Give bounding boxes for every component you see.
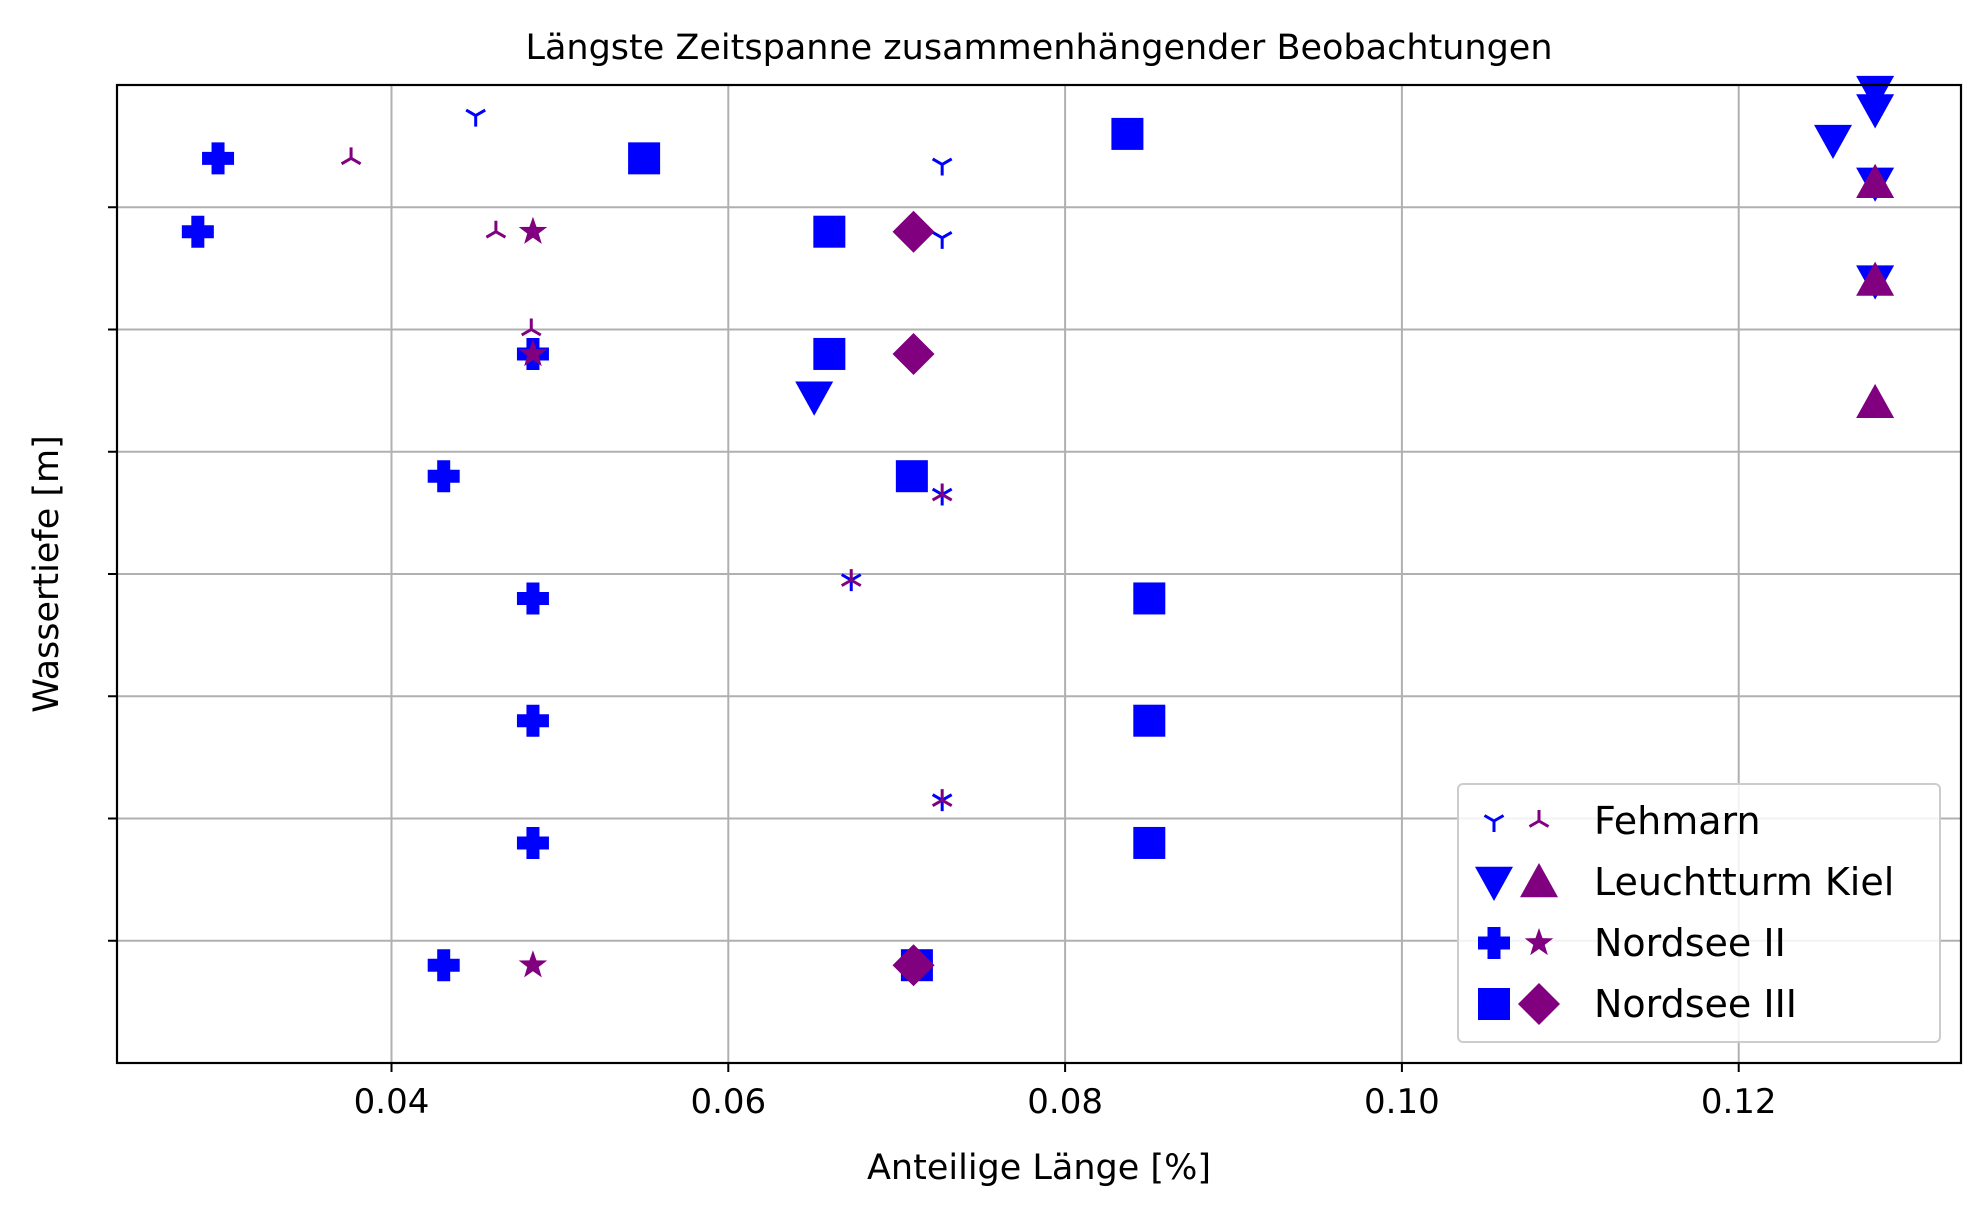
nordsee3-a-point [1133, 582, 1166, 615]
fehmarn-a-point [840, 573, 862, 592]
fehmarn-b-point [520, 318, 542, 337]
legend-marker [1478, 988, 1510, 1020]
legend-marker [1478, 927, 1510, 959]
legend-label: Nordsee II [1594, 921, 1786, 965]
nordsee2-a-point [202, 142, 235, 175]
nordsee3-a-point [813, 337, 846, 370]
fehmarn-a-point [931, 793, 953, 812]
kiel-a-point [1814, 124, 1853, 160]
fehmarn-a-point [931, 157, 953, 176]
nordsee3-a-point [1133, 826, 1166, 859]
x-tick-label: 0.10 [1364, 1082, 1440, 1122]
legend-label: Fehmarn [1594, 799, 1761, 843]
legend-label: Nordsee III [1594, 982, 1797, 1026]
nordsee3-b-point [892, 944, 935, 987]
legend-marker [1528, 810, 1550, 828]
legend-marker [1475, 866, 1513, 901]
nordsee2-b-point [518, 216, 548, 244]
legend-marker [1520, 863, 1558, 898]
x-tick-label: 0.06 [690, 1082, 766, 1122]
nordsee2-a-point [516, 826, 549, 859]
nordsee2-b-point [518, 950, 548, 978]
kiel-a-point [795, 381, 834, 416]
fehmarn-b-point [340, 147, 362, 166]
fehmarn-b-point [485, 220, 507, 239]
nordsee2-a-point [427, 949, 460, 982]
fehmarn-a-point [931, 231, 953, 249]
chart-title: Längste Zeitspanne zusammenhängender Beo… [525, 28, 1552, 68]
x-tick-label: 0.12 [1701, 1082, 1777, 1122]
nordsee2-a-point [516, 582, 549, 615]
kiel-a-point [1856, 94, 1895, 129]
legend-label: Leuchtturm Kiel [1594, 860, 1894, 904]
nordsee3-b-point [892, 210, 935, 253]
nordsee3-a-point [1111, 117, 1144, 150]
kiel-b-point [1856, 383, 1895, 419]
x-tick-label: 0.08 [1027, 1082, 1103, 1122]
fehmarn-b-point [931, 789, 953, 807]
fehmarn-a-point [465, 108, 486, 127]
legend-marker [1483, 814, 1505, 832]
fehmarn-b-point [931, 483, 953, 502]
nordsee2-a-point [516, 704, 549, 737]
data-markers [181, 75, 1895, 987]
kiel-b-point [1856, 261, 1895, 296]
legend: Fehmarn Leuchtturm Kiel Nordsee II Nordsee … [1457, 783, 1941, 1043]
nordsee3-a-point [813, 215, 846, 248]
grid [117, 85, 1961, 1063]
legend-box [1457, 783, 1941, 1043]
fehmarn-b-point [840, 569, 862, 587]
nordsee3-b-point [892, 332, 935, 375]
nordsee3-a-point [895, 460, 928, 493]
nordsee2-b-point [518, 338, 548, 367]
y-axis-title: Wassertiefe [m] [27, 435, 67, 713]
x-tick-label: 0.04 [354, 1082, 430, 1122]
nordsee3-a-point [628, 142, 661, 175]
legend-marker [1518, 983, 1560, 1025]
x-axis-title: Anteilige Länge [%] [867, 1148, 1211, 1188]
nordsee3-a-point [1133, 704, 1166, 737]
nordsee2-a-point [181, 215, 214, 248]
legend-marker [1524, 928, 1554, 956]
axis-ticks: 0.04 0.06 0.08 0.10 0.12 [108, 206, 1777, 1122]
kiel-b-point [1856, 163, 1895, 198]
fehmarn-a-point [931, 487, 953, 506]
nordsee2-a-point [427, 460, 460, 493]
